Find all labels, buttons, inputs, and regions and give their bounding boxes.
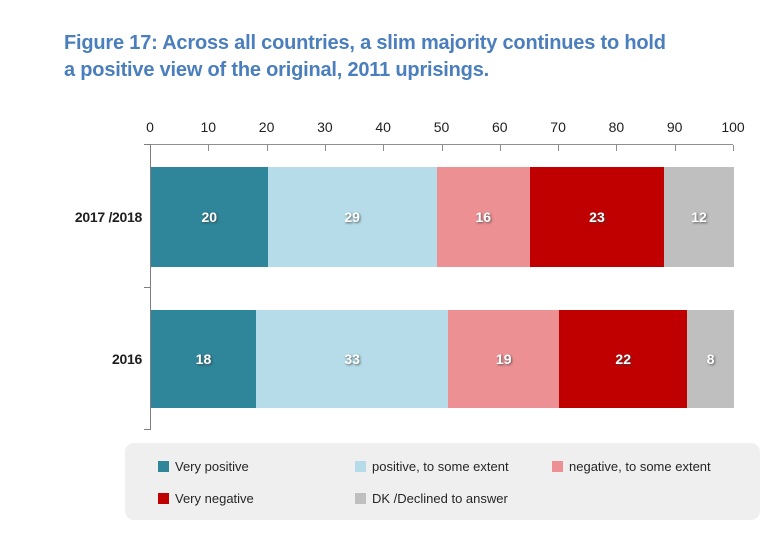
legend-item-positive-to-some-extent: positive, to some extent [355,459,509,474]
legend-label: negative, to some extent [569,459,711,474]
bar-value-label: 16 [475,209,492,225]
bar-value-label: 12 [691,209,707,225]
legend-item-very-positive: Very positive [158,459,249,474]
x-axis-tick-label: 70 [550,119,566,135]
x-axis: 0 10 20 30 40 50 60 70 80 90 100 [146,119,745,151]
figure-title-line1: Figure 17: Across all countries, a slim … [64,32,666,54]
legend: Very positive positive, to some extent neg… [125,443,760,520]
x-axis-tick-mark [733,145,734,151]
x-axis-tick-mark [324,145,326,151]
bar-value-label: 29 [344,209,360,225]
x-axis-tick-label: 0 [146,119,154,135]
x-axis-tick-label: 10 [200,119,217,135]
bar-value-label: 18 [195,351,212,367]
x-axis-tick-label: 50 [433,119,450,135]
x-axis-tick-label: 100 [721,119,745,135]
bar-2017-2018: 20 29 16 23 12 [151,167,734,267]
bar-2016: 18 33 19 22 8 [151,310,734,408]
legend-swatch-icon [552,461,563,472]
x-axis-tick-mark [616,145,618,151]
category-label-2016: 2016 [112,351,142,367]
x-axis-tick-label: 60 [492,119,508,135]
legend-item-negative-to-some-extent: negative, to some extent [552,459,711,474]
x-axis-tick-label: 90 [666,119,683,135]
x-axis-tick-label: 30 [317,119,333,135]
y-axis-tick [144,144,150,145]
x-axis-tick-mark [499,145,501,151]
bar-segment-negative-to-some-extent: 19 [448,310,560,408]
legend-label: Very negative [175,491,254,506]
bar-segment-very-negative: 22 [559,310,688,408]
legend-swatch-icon [158,461,169,472]
bar-value-label: 8 [706,351,715,367]
x-axis-tick-mark [441,145,443,151]
bar-segment-positive-to-some-extent: 33 [255,310,449,408]
x-axis-tick-mark [383,145,385,151]
legend-swatch-icon [355,493,366,504]
x-axis-tick-mark [674,145,676,151]
legend-label: Very positive [175,459,249,474]
bar-value-label: 19 [495,351,512,367]
bar-value-label: 20 [201,209,218,225]
y-axis-tick [144,287,150,288]
figure-title: Figure 17: Across all countries, a slim … [64,30,724,84]
bar-segment-very-positive: 20 [151,167,268,267]
legend-item-dk-declined-to-answer: DK /Declined to answer [355,491,508,506]
bar-segment-negative-to-some-extent: 16 [436,167,530,267]
legend-label: positive, to some extent [372,459,509,474]
legend-swatch-icon [158,493,169,504]
legend-label: DK /Declined to answer [372,491,508,506]
bar-segment-dk-declined-to-answer: 8 [687,310,734,408]
bar-value-label: 23 [589,209,605,225]
bar-segment-very-positive: 18 [151,310,256,408]
x-axis-tick-label: 80 [608,119,625,135]
bar-segment-dk-declined-to-answer: 12 [664,167,734,267]
figure-title-line2: a positive view of the original, 2011 up… [64,59,489,81]
x-axis-tick-mark [266,145,268,151]
x-axis-tick-mark [558,145,560,151]
bar-segment-very-negative: 23 [529,167,664,267]
bar-value-label: 22 [615,351,631,367]
legend-swatch-icon [355,461,366,472]
bar-value-label: 33 [344,351,360,367]
x-axis-tick-label: 40 [375,119,391,135]
x-axis-tick-mark [208,145,210,151]
y-axis-line [150,144,151,430]
category-label-2017-2018: 2017 /2018 [74,209,142,225]
x-axis-tick-label: 20 [258,119,275,135]
legend-item-very-negative: Very negative [158,491,254,506]
y-axis-tick [144,429,150,430]
bar-segment-positive-to-some-extent: 29 [267,167,437,267]
